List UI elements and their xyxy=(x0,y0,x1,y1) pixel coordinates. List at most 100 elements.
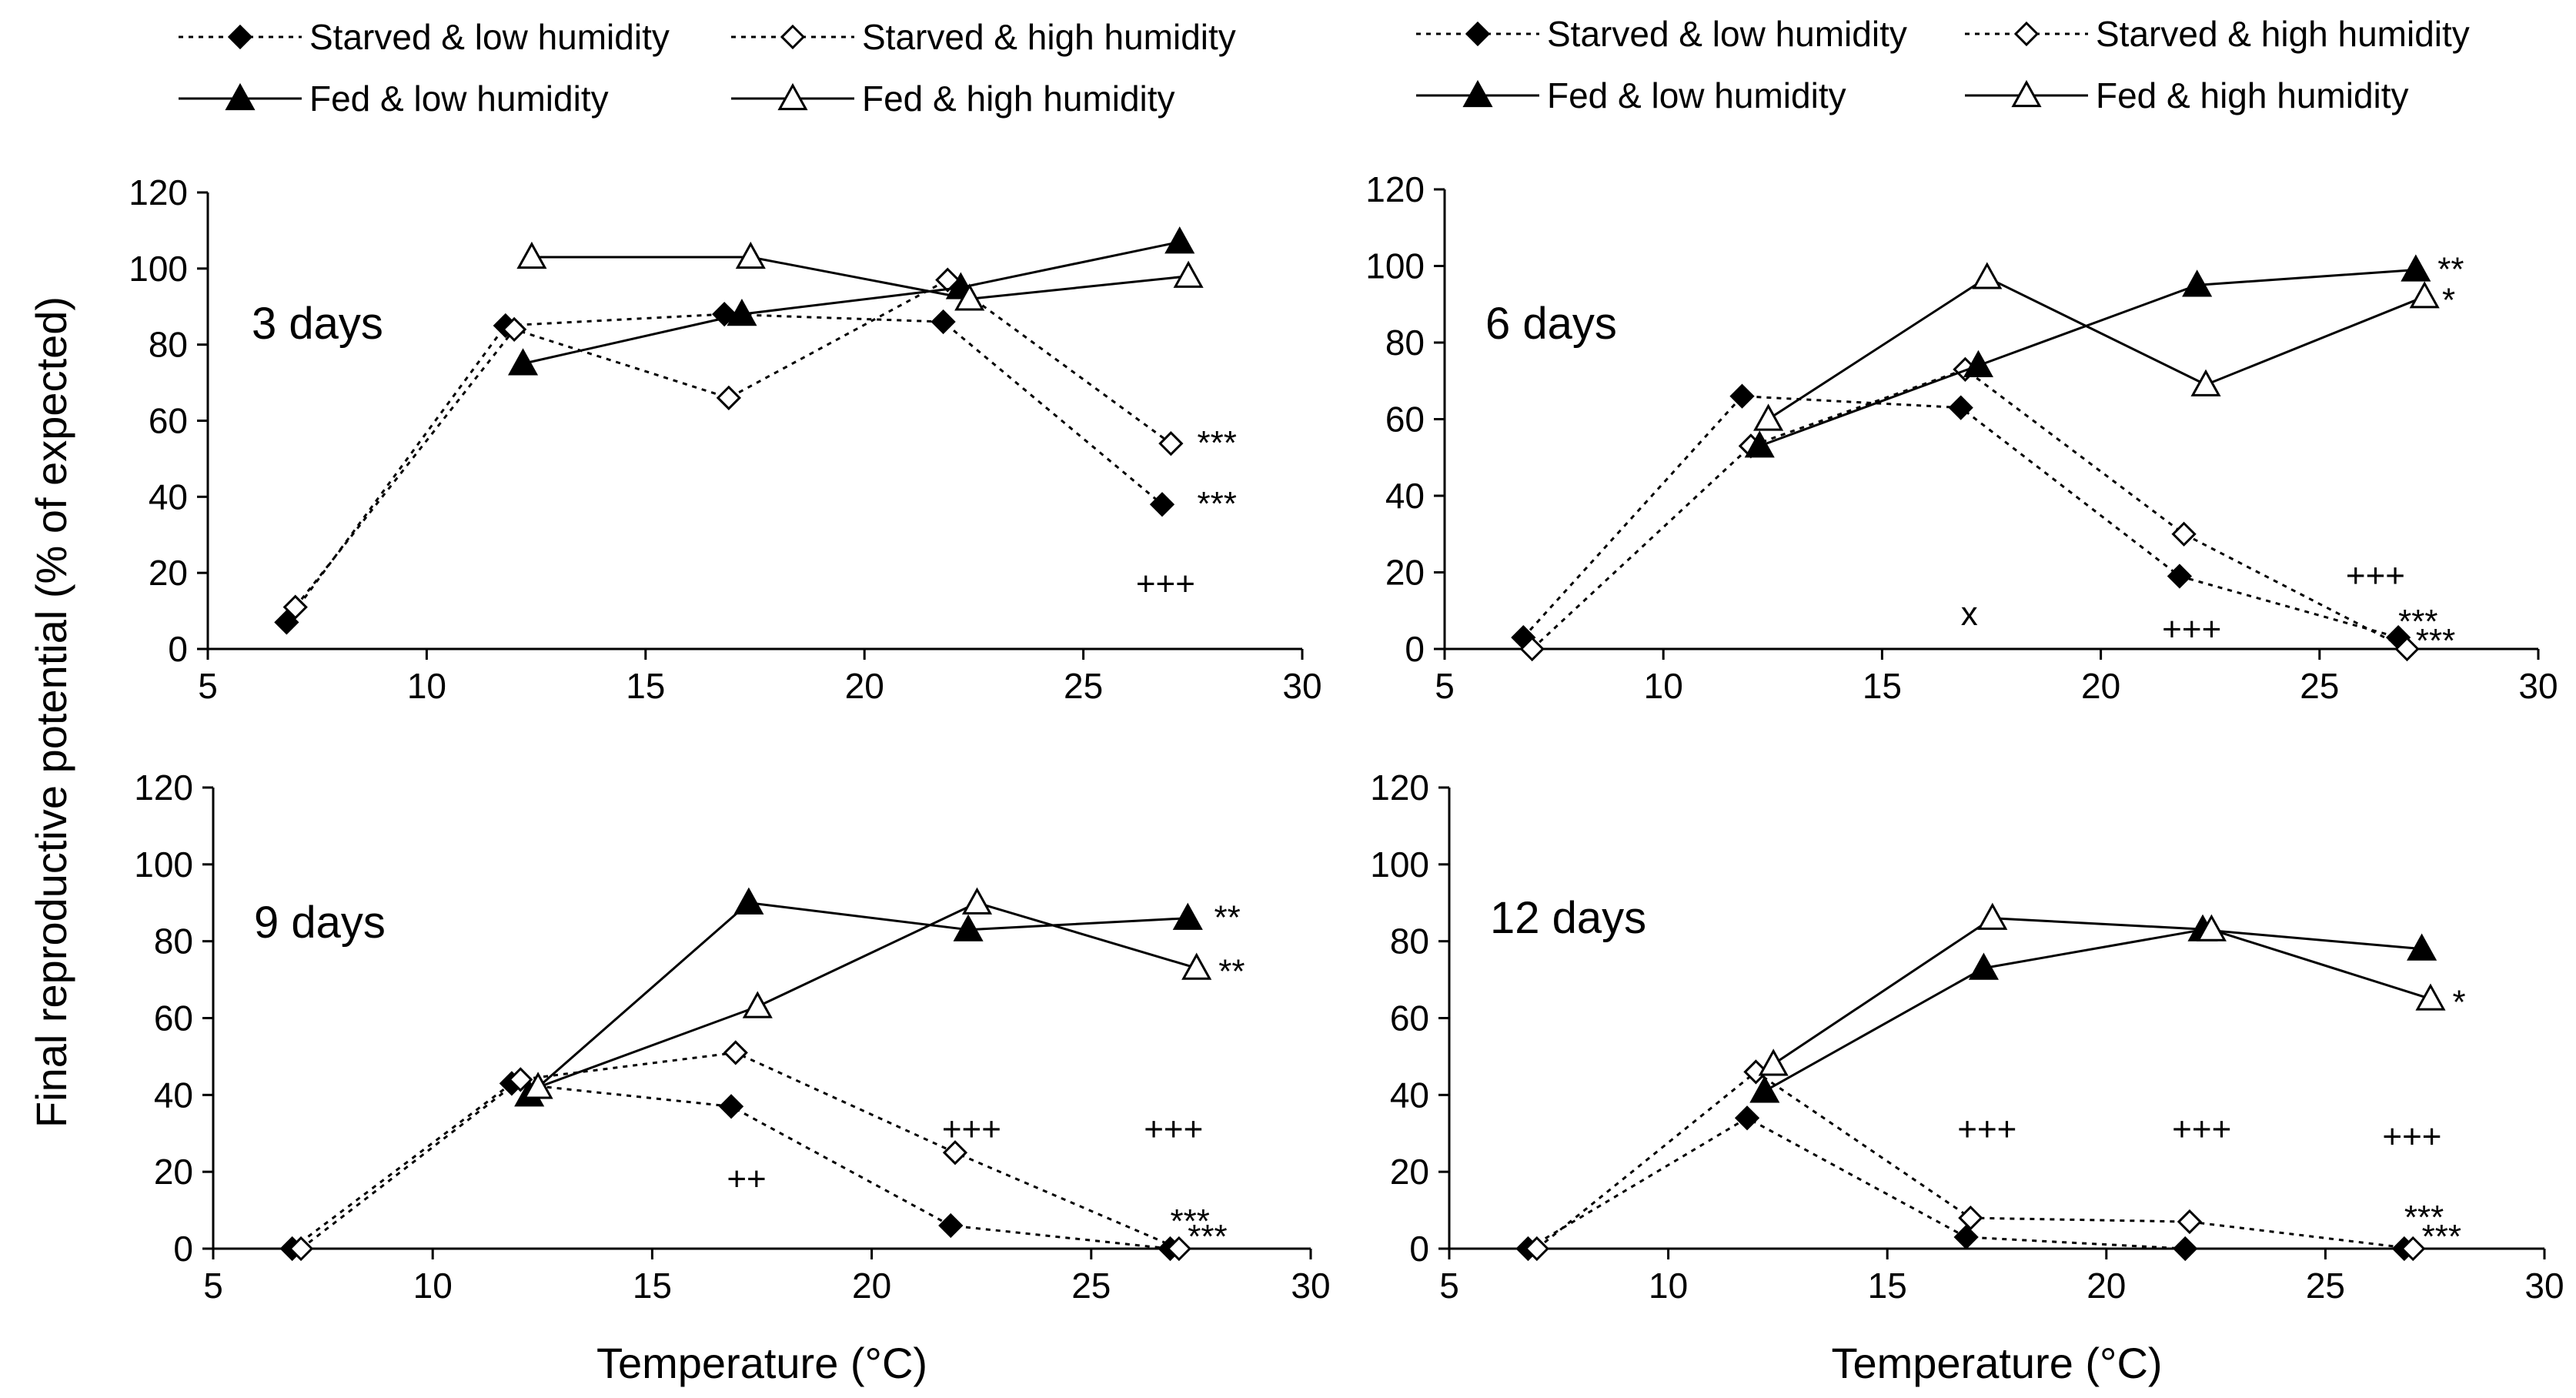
x-tick-label: 15 xyxy=(1863,666,1902,706)
legend-item: Starved & high humidity xyxy=(731,17,1236,57)
series-line xyxy=(537,901,1198,1089)
legend-label: Starved & high humidity xyxy=(2096,14,2470,54)
legend-marker xyxy=(2013,21,2040,47)
significance-annotation: *** xyxy=(1197,485,1236,523)
series-4 xyxy=(516,241,1204,311)
y-tick-label: 20 xyxy=(149,553,188,593)
legend-item: Starved & low humidity xyxy=(179,17,670,57)
data-point xyxy=(523,1072,553,1099)
data-point xyxy=(502,316,527,343)
x-tick-label: 15 xyxy=(626,666,665,706)
series-line xyxy=(1759,268,2416,447)
data-point xyxy=(1753,403,1784,431)
panel-title: 3 days xyxy=(252,299,383,349)
y-tick-label: 120 xyxy=(1365,169,1425,209)
y-tick-label: 120 xyxy=(129,172,188,212)
data-point xyxy=(2177,1209,2203,1235)
significance-annotation: +++ xyxy=(2162,610,2221,648)
data-point xyxy=(935,267,961,293)
legend-marker xyxy=(1462,79,1493,108)
significance-annotation: * xyxy=(2452,984,2465,1022)
series-line xyxy=(294,279,1172,608)
data-point xyxy=(735,241,766,269)
y-tick-label: 40 xyxy=(154,1075,193,1115)
data-point xyxy=(2401,254,2431,282)
significance-annotation: +++ xyxy=(942,1110,1001,1148)
panel-title: 9 days xyxy=(254,898,386,948)
significance-annotation: ** xyxy=(2437,250,2464,288)
data-point xyxy=(954,283,985,311)
data-point xyxy=(1744,430,1775,458)
data-point xyxy=(1968,952,1999,980)
x-tick-label: 30 xyxy=(1291,1266,1330,1306)
significance-annotation: x xyxy=(1961,595,1978,633)
y-tick-label: 80 xyxy=(154,921,193,962)
x-tick-label: 5 xyxy=(1435,666,1455,706)
x-tick-label: 5 xyxy=(198,666,218,706)
significance-annotation: *** xyxy=(1170,1202,1209,1240)
data-point xyxy=(1729,383,1755,409)
legend-label: Fed & low humidity xyxy=(309,79,609,119)
panel-4: 0 20 40 60 80 100 120 5 10 15 20 25 30 12 days * +++ +++… xyxy=(1370,768,2564,1387)
data-point xyxy=(2196,914,2227,941)
data-point xyxy=(274,610,299,635)
series-2 xyxy=(282,267,1184,620)
significance-annotation: ** xyxy=(1214,899,1241,937)
significance-annotation: ** xyxy=(1218,953,1245,991)
significance-annotation: *** xyxy=(1197,424,1236,462)
y-tick-label: 60 xyxy=(1390,998,1429,1038)
data-point xyxy=(2401,1236,2426,1262)
y-tick-label: 100 xyxy=(1370,844,1429,885)
y-tick-label: 120 xyxy=(1370,768,1429,808)
significance-annotation: *** xyxy=(2398,603,2437,640)
series-1 xyxy=(274,302,1175,635)
data-point xyxy=(931,309,956,335)
y-tick-label: 60 xyxy=(149,401,188,441)
significance-annotation: +++ xyxy=(1136,565,1195,603)
data-point xyxy=(742,991,773,1018)
significance-annotation: +++ xyxy=(1144,1110,1203,1148)
data-point xyxy=(1172,902,1203,930)
x-tick-label: 15 xyxy=(1868,1266,1907,1306)
data-point xyxy=(282,594,308,620)
data-point xyxy=(727,299,757,326)
y-tick-label: 80 xyxy=(1385,323,1425,363)
data-point xyxy=(1166,1236,1192,1262)
y-tick-label: 80 xyxy=(149,325,188,365)
data-point xyxy=(1149,492,1175,517)
series-line xyxy=(528,901,1188,1096)
legend-label: Starved & low humidity xyxy=(1547,14,1907,54)
legend-marker xyxy=(2011,79,2042,108)
data-point xyxy=(1734,1105,1760,1131)
data-point xyxy=(1972,262,2003,289)
series-2 xyxy=(1524,1059,2426,1262)
y-tick-label: 0 xyxy=(1405,629,1425,669)
data-point xyxy=(1749,1075,1780,1103)
series-line xyxy=(1531,368,2408,651)
significance-annotation: *** xyxy=(2416,622,2455,660)
x-tick-label: 20 xyxy=(2081,666,2120,706)
x-tick-label: 25 xyxy=(1064,666,1103,706)
series-line xyxy=(291,1082,1171,1250)
significance-annotation: +++ xyxy=(1957,1110,2016,1148)
data-point xyxy=(953,914,984,941)
x-tick-label: 10 xyxy=(1644,666,1683,706)
series-line xyxy=(1767,276,2425,420)
y-tick-label: 100 xyxy=(1365,246,1425,286)
data-point xyxy=(2171,521,2197,547)
significance-annotation: +++ xyxy=(2382,1118,2441,1156)
legend-label: Fed & low humidity xyxy=(1547,75,1846,115)
series-line xyxy=(300,1051,1180,1250)
data-point xyxy=(2415,983,2446,1011)
x-tick-label: 20 xyxy=(845,666,884,706)
x-tick-label: 30 xyxy=(1282,666,1321,706)
panel-title: 6 days xyxy=(1485,299,1617,349)
y-tick-label: 0 xyxy=(173,1229,193,1269)
legend-label: Starved & low humidity xyxy=(309,17,670,57)
data-point xyxy=(716,385,741,410)
data-point xyxy=(2182,269,2213,297)
legend-item: Fed & high humidity xyxy=(1965,75,2409,115)
x-tick-label: 10 xyxy=(1649,1266,1688,1306)
y-tick-label: 20 xyxy=(1385,553,1425,593)
